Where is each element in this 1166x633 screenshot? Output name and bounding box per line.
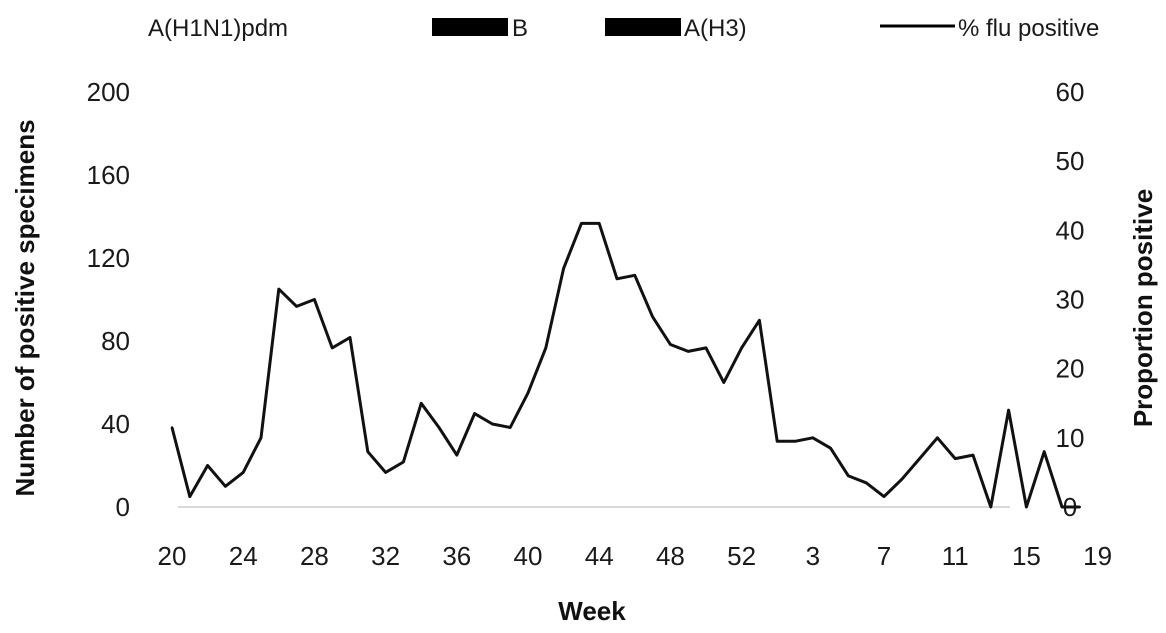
data-point-flu-positive: [936, 436, 939, 439]
data-point-flu-positive: [331, 346, 334, 350]
x-tick-label: 20: [158, 541, 187, 571]
data-point-flu-positive: [687, 350, 690, 353]
data-point-flu-positive: [776, 440, 779, 443]
data-point-flu-positive: [669, 343, 672, 346]
data-point-flu-positive: [829, 447, 832, 450]
x-tick-label: 15: [1012, 541, 1041, 571]
data-point-flu-positive: [954, 457, 957, 460]
x-tick-label: 28: [300, 541, 329, 571]
data-point-flu-positive: [242, 471, 245, 474]
data-point-flu-positive: [811, 436, 814, 439]
x-tick-label: 32: [371, 541, 400, 571]
data-point-flu-positive: [420, 402, 423, 405]
data-point-flu-positive: [188, 495, 191, 498]
data-point-flu-positive: [580, 222, 583, 225]
y-axis-left-ticks: 0 40 80 120 160 200: [87, 77, 130, 522]
data-point-flu-positive: [295, 305, 298, 308]
data-point-flu-positive: [348, 336, 352, 339]
y-right-tick-label: 30: [1056, 285, 1085, 315]
data-point-flu-positive: [1078, 505, 1082, 509]
y-left-tick-label: 120: [87, 243, 130, 273]
data-point-flu-positive: [740, 346, 743, 350]
data-point-flu-positive: [971, 453, 975, 457]
y-left-tick-label: 160: [87, 160, 130, 190]
data-point-flu-positive: [544, 346, 547, 350]
y-left-tick-label: 80: [101, 326, 130, 356]
data-point-flu-positive: [313, 298, 316, 301]
x-tick-label: 44: [585, 541, 614, 571]
data-point-flu-positive: [900, 478, 903, 481]
data-point-flu-positive: [722, 381, 725, 384]
data-point-flu-positive: [793, 440, 797, 443]
series-line-flu-positive: [170, 221, 1080, 509]
data-point-flu-positive: [633, 274, 636, 277]
data-point-flu-positive: [402, 460, 405, 464]
y-left-tick-label: 0: [116, 492, 130, 522]
legend-label-flu-positive: % flu positive: [958, 15, 1099, 42]
y-right-tick-label: 20: [1056, 354, 1085, 384]
y-right-tick-label: 40: [1056, 215, 1085, 245]
x-axis-title: Week: [558, 596, 626, 626]
x-tick-label: 52: [727, 541, 756, 571]
data-point-flu-positive: [615, 277, 619, 280]
data-point-flu-positive: [491, 422, 494, 426]
legend-swatch-b: [432, 18, 508, 36]
data-point-flu-positive: [882, 495, 886, 498]
data-point-flu-positive: [651, 315, 654, 318]
x-tick-label: 36: [442, 541, 471, 571]
data-point-flu-positive: [224, 485, 227, 488]
data-point-flu-positive: [366, 450, 369, 453]
data-point-flu-positive: [562, 267, 565, 270]
data-point-flu-positive: [455, 453, 458, 457]
x-axis-ticks: 20 24 28 32 36 40 44 48 52 3 7 11 15 19: [158, 541, 1113, 571]
data-point-flu-positive: [437, 426, 441, 429]
legend-label-b: B: [512, 15, 528, 42]
data-point-flu-positive: [1007, 409, 1010, 412]
series-layer: [170, 221, 1082, 509]
x-tick-label: 19: [1083, 541, 1112, 571]
legend-label-h1n1: A(H1N1)pdm: [148, 15, 288, 42]
data-point-flu-positive: [918, 457, 921, 460]
data-point-flu-positive: [526, 391, 530, 395]
data-point-flu-positive: [847, 474, 850, 478]
x-tick-label: 40: [514, 541, 543, 571]
x-tick-label: 11: [942, 541, 969, 571]
data-point-flu-positive: [384, 471, 387, 474]
data-point-flu-positive: [865, 481, 868, 484]
x-tick-label: 3: [806, 541, 820, 571]
data-point-flu-positive: [758, 319, 761, 322]
data-point-flu-positive: [473, 412, 476, 415]
data-point-flu-positive: [259, 436, 263, 439]
x-tick-label: 24: [229, 541, 258, 571]
data-point-flu-positive: [509, 426, 512, 429]
data-point-flu-positive: [989, 505, 992, 509]
y-right-tick-label: 60: [1056, 77, 1085, 107]
data-point-flu-positive: [206, 464, 209, 467]
data-point-flu-positive: [1043, 450, 1046, 453]
data-point-flu-positive: [277, 287, 280, 291]
x-tick-label: 48: [656, 541, 685, 571]
legend-swatch-h3: [605, 18, 681, 36]
legend-label-h3: A(H3): [684, 15, 747, 42]
data-point-flu-positive: [170, 426, 174, 429]
data-point-flu-positive: [598, 222, 601, 225]
legend: A(H1N1)pdm B A(H3) % flu positive: [148, 15, 1099, 42]
data-point-flu-positive: [1060, 505, 1064, 509]
y-axis-right-title: Proportion positive: [1128, 189, 1158, 427]
y-left-tick-label: 200: [87, 77, 130, 107]
x-tick-label: 7: [877, 541, 891, 571]
data-point-flu-positive: [1025, 505, 1028, 509]
y-axis-left-title: Number of positive specimens: [10, 119, 40, 496]
y-right-tick-label: 10: [1056, 423, 1085, 453]
y-left-tick-label: 40: [101, 409, 130, 439]
y-right-tick-label: 50: [1056, 146, 1085, 176]
data-point-flu-positive: [704, 346, 708, 350]
